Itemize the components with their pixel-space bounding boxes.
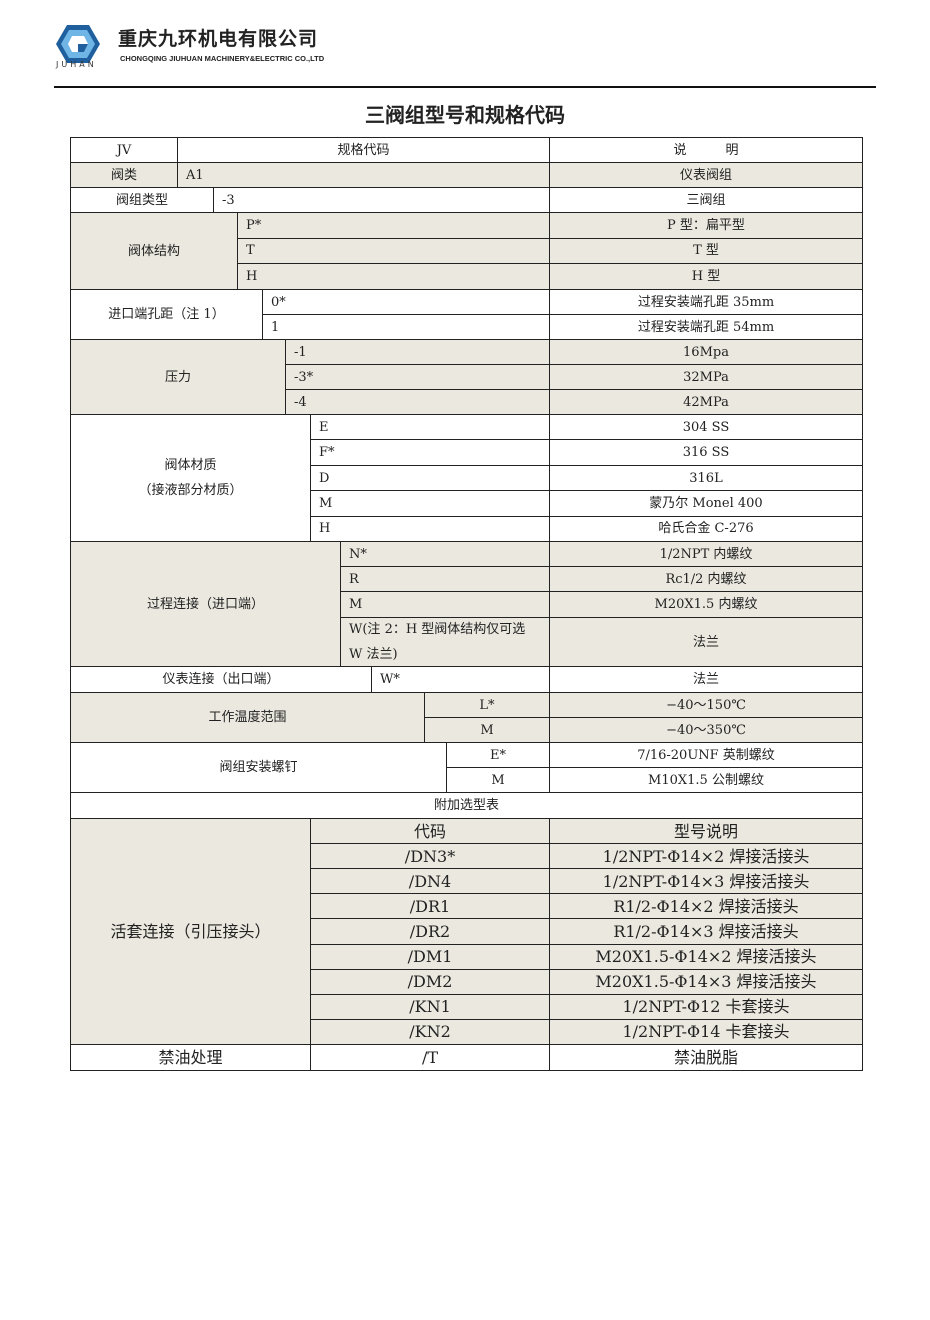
option-desc: H 型 — [549, 263, 863, 290]
row-label: 仪表连接（出口端） — [70, 666, 372, 693]
option-code: W(注 2：H 型阀体结构仅可选 W 法兰) — [340, 617, 550, 667]
option-desc: 1/2NPT-Φ14×3 焊接活接头 — [549, 868, 863, 895]
option-desc: R1/2-Φ14×2 焊接活接头 — [549, 893, 863, 920]
option-desc: 304 SS — [549, 414, 863, 441]
option-desc: P 型：扁平型 — [549, 212, 863, 239]
option-code: M — [340, 591, 550, 618]
option-code: 0* — [262, 289, 550, 315]
row-label: 禁油处理 — [70, 1044, 311, 1071]
group-label-line: （接液部分材质） — [138, 483, 243, 498]
option-desc: 哈氏合金 C-276 — [549, 515, 863, 542]
option-code: R — [340, 566, 550, 592]
group-label: 阀体结构 — [70, 212, 238, 290]
option-code: -4 — [285, 389, 550, 415]
option-code: E* — [446, 742, 550, 768]
option-desc: 蒙乃尔 Monel 400 — [549, 490, 863, 517]
logo-text: JUHAN — [56, 60, 97, 69]
option-desc: 316 SS — [549, 439, 863, 466]
row-code: /T — [310, 1044, 550, 1071]
option-desc: 42MPa — [549, 389, 863, 415]
option-code: -1 — [285, 339, 550, 365]
option-code: H — [310, 515, 550, 542]
group-label: 压力 — [70, 339, 286, 415]
option-code: /DR1 — [310, 893, 550, 920]
option-desc: 16Mpa — [549, 339, 863, 365]
option-code: T — [237, 237, 550, 265]
option-desc: 1/2NPT-Φ12 卡套接头 — [549, 993, 863, 1020]
option-code: /DR2 — [310, 918, 550, 945]
row-code: A1 — [177, 162, 550, 188]
option-code: /DM1 — [310, 943, 550, 970]
group-label-line: 阀体材质 — [164, 458, 217, 473]
option-code: /DM2 — [310, 968, 550, 995]
additional-title: 附加选型表 — [70, 792, 863, 819]
group-label: 阀体材质 （接液部分材质） — [70, 414, 311, 542]
row-label: 阀类 — [70, 162, 178, 188]
option-code: P* — [237, 212, 550, 239]
option-desc: −40～150℃ — [549, 692, 863, 718]
company-name-en: CHONGQING JIUHUAN MACHINERY&ELECTRIC CO.… — [120, 54, 325, 63]
option-desc: 1/2NPT-Φ14 卡套接头 — [549, 1018, 863, 1045]
option-desc: M20X1.5 内螺纹 — [549, 591, 863, 618]
option-desc: 法兰 — [549, 617, 863, 667]
row-code: W* — [371, 666, 550, 693]
group-label: 阀组安装螺钉 — [70, 742, 447, 793]
page-title: 三阀组型号和规格代码 — [365, 103, 565, 127]
option-desc: 过程安装端孔距 54mm — [549, 314, 863, 340]
option-desc: 1/2NPT 内螺纹 — [549, 541, 863, 567]
option-desc: R1/2-Φ14×3 焊接活接头 — [549, 918, 863, 945]
option-code: /DN3* — [310, 843, 550, 870]
option-code: M — [424, 717, 550, 743]
option-code: 1 — [262, 314, 550, 340]
option-code: D — [310, 464, 550, 492]
option-code: L* — [424, 692, 550, 718]
row-label: 阀组类型 — [70, 187, 214, 213]
header-spec-code: 规格代码 — [177, 137, 550, 163]
option-code: F* — [310, 439, 550, 466]
option-code: E — [310, 414, 550, 441]
option-desc: 7/16-20UNF 英制螺纹 — [549, 742, 863, 768]
option-desc: M20X1.5-Φ14×2 焊接活接头 — [549, 943, 863, 970]
row-desc: 三阀组 — [549, 187, 863, 213]
option-desc: T 型 — [549, 237, 863, 265]
header-divider — [54, 86, 876, 88]
company-name: 重庆九环机电有限公司 — [118, 28, 319, 50]
option-code: -3* — [285, 364, 550, 390]
option-code: M — [310, 490, 550, 517]
header-description: 说 明 — [549, 137, 863, 163]
row-code: -3 — [213, 187, 550, 213]
row-desc: 法兰 — [549, 666, 863, 693]
option-code: /KN1 — [310, 993, 550, 1020]
row-desc: 禁油脱脂 — [549, 1044, 863, 1071]
option-code: /DN4 — [310, 868, 550, 895]
option-code: N* — [340, 541, 550, 567]
group-label: 进口端孔距（注 1） — [70, 289, 263, 340]
option-code: H — [237, 263, 550, 290]
company-logo-icon — [56, 25, 100, 63]
option-code: /KN2 — [310, 1018, 550, 1045]
option-desc: 316L — [549, 464, 863, 492]
option-code: M — [446, 767, 550, 793]
option-desc: Rc1/2 内螺纹 — [549, 566, 863, 592]
group-label: 工作温度范围 — [70, 692, 425, 743]
column-header-code: 代码 — [310, 818, 550, 844]
header-jv: JV — [70, 137, 178, 163]
group-label: 活套连接（引压接头） — [70, 818, 311, 1045]
option-desc: −40～350℃ — [549, 717, 863, 743]
group-label: 过程连接（进口端） — [70, 541, 341, 667]
option-desc: 过程安装端孔距 35mm — [549, 289, 863, 315]
option-desc: M10X1.5 公制螺纹 — [549, 767, 863, 793]
option-desc: 1/2NPT-Φ14×2 焊接活接头 — [549, 843, 863, 870]
option-desc: M20X1.5-Φ14×3 焊接活接头 — [549, 968, 863, 995]
column-header-desc: 型号说明 — [549, 818, 863, 844]
row-desc: 仪表阀组 — [549, 162, 863, 188]
option-desc: 32MPa — [549, 364, 863, 390]
